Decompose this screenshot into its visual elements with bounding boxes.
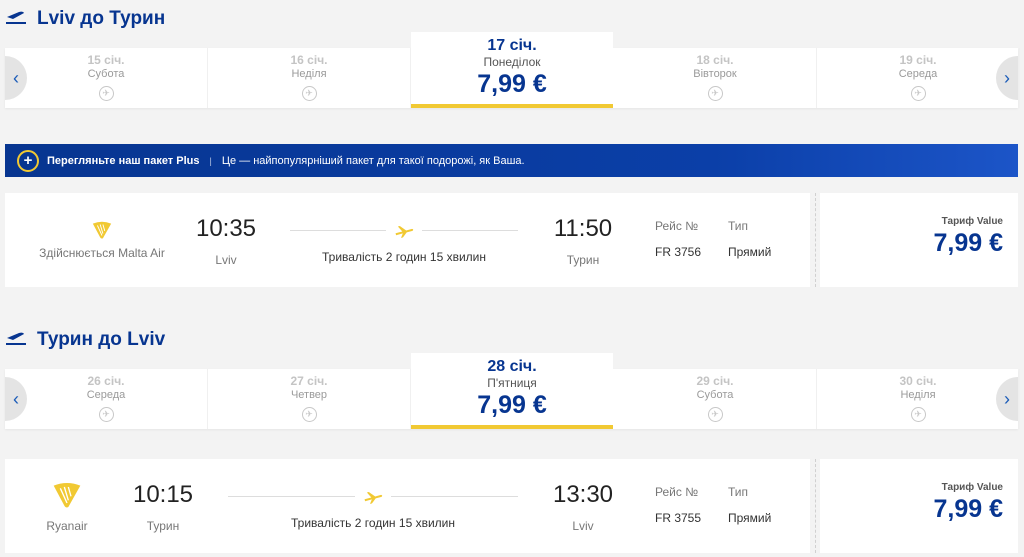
flight-duration: Тривалість 2 годин 15 хвилин (322, 250, 486, 264)
no-flight-icon: ✈ (707, 86, 723, 101)
no-flight-icon: ✈ (707, 407, 723, 422)
departure-time: 10:15 (132, 481, 194, 508)
no-flight-icon: ✈ (301, 86, 317, 101)
flight-type-label: Тип (728, 219, 749, 233)
flight-card[interactable]: Ryanair 10:15 Турин Тривалість 2 годин 1… (5, 459, 810, 553)
no-flight-icon: ✈ (910, 86, 926, 101)
fare-price: 7,99 € (933, 229, 1003, 257)
no-flight-icon: ✈ (98, 86, 114, 101)
flight-number-label: Рейс № (655, 485, 699, 499)
route-line (228, 496, 355, 497)
flight-type: Прямий (728, 245, 772, 259)
plane-departure-icon (5, 8, 27, 30)
airline-logo-icon (91, 219, 113, 246)
card-divider (815, 193, 816, 287)
next-dates-button[interactable]: › (996, 377, 1018, 421)
airline-name: Здійснюється Malta Air (39, 246, 165, 260)
no-flight-icon: ✈ (98, 407, 114, 422)
no-flight-icon: ✈ (910, 407, 926, 422)
date-option[interactable]: 30 січ. Неділя ✈ (817, 369, 1020, 429)
plane-icon (394, 223, 414, 242)
date-option[interactable]: 27 січ. Четвер ✈ (208, 369, 411, 429)
fare-label: Тариф Value (941, 216, 1003, 227)
plane-arrival-icon (5, 329, 27, 351)
no-flight-icon: ✈ (301, 407, 317, 422)
date-option-selected[interactable]: 28 січ. П'ятниця 7,99 € (411, 353, 613, 429)
card-divider (815, 459, 816, 553)
airline-logo-icon (51, 479, 83, 516)
prev-dates-button[interactable]: ‹ (5, 377, 27, 421)
fare-label: Тариф Value (941, 482, 1003, 493)
departure-city: Турин (146, 519, 180, 533)
flight-card[interactable]: Здійснюється Malta Air 10:35 Lviv Тривал… (5, 193, 810, 287)
fare-price: 7,99 € (933, 495, 1003, 523)
route-line (391, 496, 518, 497)
departure-city: Lviv (215, 253, 237, 267)
flight-number-label: Рейс № (655, 219, 699, 233)
fare-box[interactable]: Тариф Value 7,99 € (820, 459, 1018, 553)
prev-dates-button[interactable]: ‹ (5, 56, 27, 100)
arrival-time: 11:50 (553, 215, 613, 242)
date-option[interactable]: 16 січ. Неділя ✈ (208, 48, 411, 108)
flight-duration: Тривалість 2 годин 15 хвилин (291, 516, 455, 530)
date-option[interactable]: 15 січ. Субота ✈ (5, 48, 208, 108)
flight-type: Прямий (728, 511, 772, 525)
date-option[interactable]: 26 січ. Середа ✈ (5, 369, 208, 429)
arrival-city: Турин (566, 253, 600, 267)
route-line (422, 230, 518, 231)
arrival-city: Lviv (572, 519, 594, 533)
section-title: Турин до Lviv (5, 329, 165, 351)
section-title: Lviv до Турин (5, 8, 165, 30)
next-dates-button[interactable]: › (996, 56, 1018, 100)
plane-icon (363, 489, 383, 508)
flight-type-label: Тип (728, 485, 749, 499)
banner-title: Перегляньте наш пакет Plus (47, 154, 200, 167)
plus-icon: + (17, 149, 39, 172)
date-option[interactable]: 18 січ. Вівторок ✈ (614, 48, 817, 108)
plus-package-banner[interactable]: + Перегляньте наш пакет Plus | Це — найпопу… (5, 144, 1018, 177)
flight-number: FR 3756 (655, 245, 702, 259)
flight-number: FR 3755 (655, 511, 702, 525)
route-line (290, 230, 386, 231)
date-option[interactable]: 29 січ. Субота ✈ (614, 369, 817, 429)
banner-text: Це — найпопулярніший пакет для такої под… (221, 154, 525, 167)
date-option[interactable]: 19 січ. Середа ✈ (817, 48, 1020, 108)
date-option-selected[interactable]: 17 січ. Понеділок 7,99 € (411, 32, 613, 108)
fare-box[interactable]: Тариф Value 7,99 € (820, 193, 1018, 287)
departure-time: 10:35 (195, 215, 257, 242)
arrival-time: 13:30 (552, 481, 614, 508)
airline-name: Ryanair (46, 519, 88, 533)
